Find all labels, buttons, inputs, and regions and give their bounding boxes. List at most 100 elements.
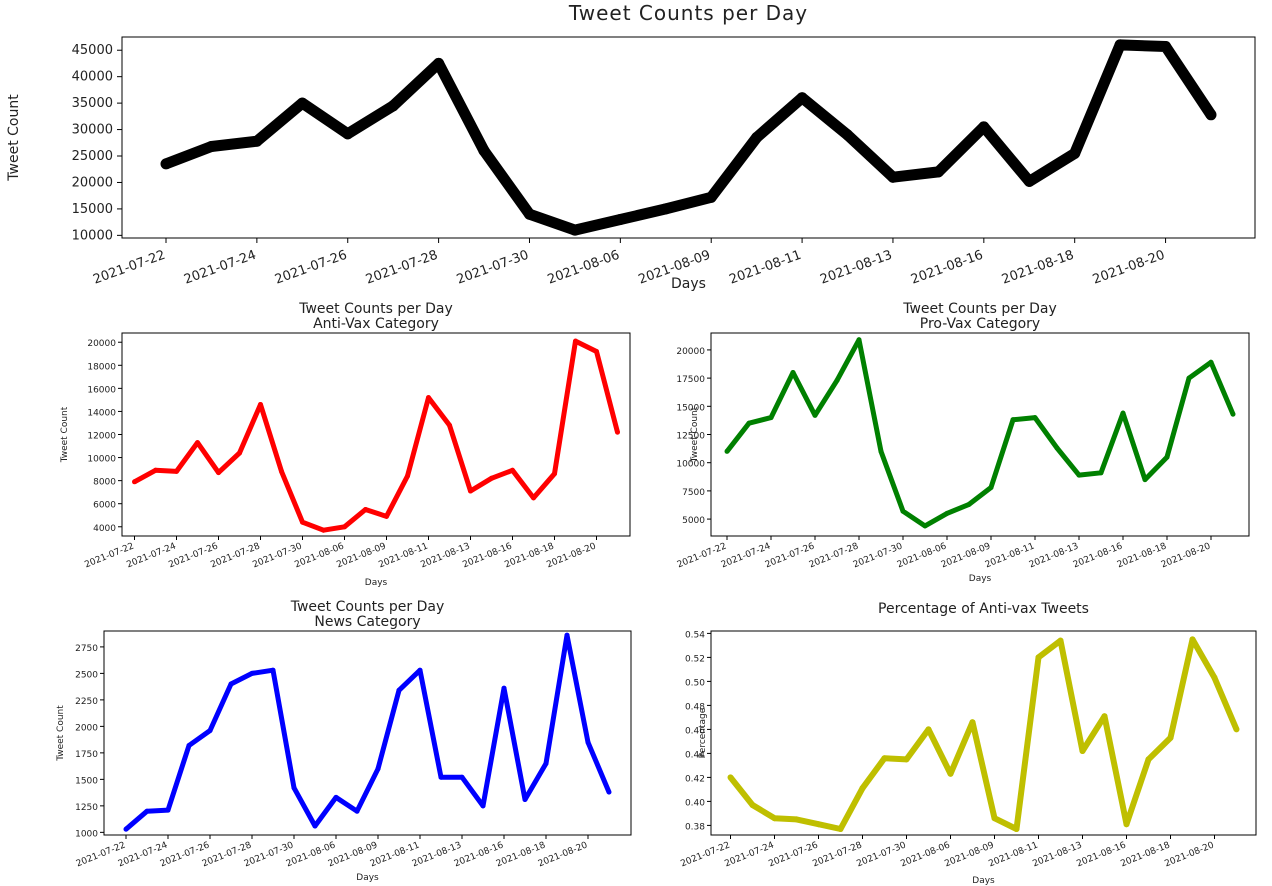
data-point [1013,826,1020,832]
data-point [333,794,339,800]
plot-frame [121,36,1256,239]
data-point [1189,636,1196,643]
x-tick-label: 2021-08-16 [909,248,985,288]
x-tick-label: 2021-07-26 [273,248,349,288]
data-point [606,789,612,795]
y-tick-label: 0.48 [685,702,705,712]
y-tick-label: 2750 [75,644,98,654]
data-point [501,685,507,691]
data-point [363,507,368,512]
y-tick-label: 10000 [72,228,113,243]
data-point [160,158,172,170]
data-point [856,337,862,343]
data-point [207,728,213,734]
data-point [312,823,318,829]
data-point [573,338,578,344]
data-point [251,135,263,147]
y-tick-label: 15000 [676,403,705,413]
data-point [1057,637,1064,644]
x-tick-label: 2021-07-24 [182,248,258,288]
x-tick-label: 2021-08-20 [1160,541,1212,570]
data-point [270,667,276,673]
y-tick-label: 10000 [676,460,705,470]
x-tick-label: 2021-08-18 [1119,840,1171,869]
x-tick-label: 2021-07-28 [808,541,860,570]
x-tick-label: 2021-08-06 [896,541,948,570]
data-point [969,719,976,726]
data-point [1186,375,1192,381]
data-point [384,513,389,519]
chart-subtitle: Pro-Vax Category [920,316,1040,332]
data-point [342,524,347,530]
data-point [837,826,844,832]
plot-frame [710,332,1250,537]
data-point [396,687,402,693]
data-point [387,100,399,112]
data-point [1145,756,1152,763]
y-tick-label: 0.50 [685,678,705,688]
data-point [478,145,490,157]
data-point [615,429,620,435]
data-point [1123,821,1130,828]
x-tick-label: 2021-08-13 [1028,542,1080,571]
chart-title: Percentage of Anti-vax Tweets [878,601,1089,617]
data-point [186,743,192,748]
data-point [768,415,774,421]
data-point [1160,41,1172,52]
data-point [300,519,305,525]
y-axis-label: Tweet Count [6,94,22,182]
data-point [932,166,944,178]
x-axis-label: Days [365,578,388,588]
data-point [859,785,866,792]
y-tick-label: 20000 [676,347,705,357]
data-point [947,770,954,777]
series-line [725,337,1236,529]
x-tick-label: 2021-07-28 [811,840,863,869]
data-point [991,815,998,822]
x-tick-label: 2021-08-16 [1075,840,1127,869]
x-tick-label: 2021-07-22 [679,841,731,870]
y-tick-label: 35000 [72,96,113,111]
y-tick-label: 2000 [75,723,98,733]
data-point [1035,654,1042,661]
x-tick-label: 2021-08-09 [943,840,995,869]
y-tick-label: 18000 [87,362,116,372]
series-line [133,338,620,533]
data-point [705,191,717,203]
data-point [793,816,800,823]
y-tick-label: 0.40 [685,798,705,808]
data-point [585,739,591,745]
data-point [524,208,535,220]
data-point [1167,734,1174,741]
y-tick-label: 8000 [93,478,116,488]
y-tick-label: 20000 [72,175,113,190]
data-point [1101,713,1108,720]
x-tick-label: 2021-07-26 [764,541,816,570]
y-tick-label: 1000 [75,829,98,839]
x-tick-label: 2021-08-13 [1031,841,1083,870]
data-point [468,488,473,494]
x-axis-label: Days [356,873,379,883]
data-point [489,475,494,481]
x-tick-label: 2021-07-22 [91,248,167,288]
data-point [132,479,137,485]
data-point [796,92,808,104]
y-tick-label: 30000 [72,123,113,138]
data-point [1069,147,1081,159]
data-point [354,808,360,814]
data-point [1205,109,1217,121]
y-tick-label: 2500 [75,670,98,680]
data-point [1054,445,1060,451]
chart-title: Tweet Counts per Day [298,301,453,317]
data-point [900,508,906,514]
data-point [944,510,950,516]
data-point [842,129,853,141]
data-point [153,467,158,473]
y-axis-label: Tweet Count [56,705,66,762]
data-point [433,57,445,69]
data-point [1079,748,1086,754]
data-point [978,121,990,133]
